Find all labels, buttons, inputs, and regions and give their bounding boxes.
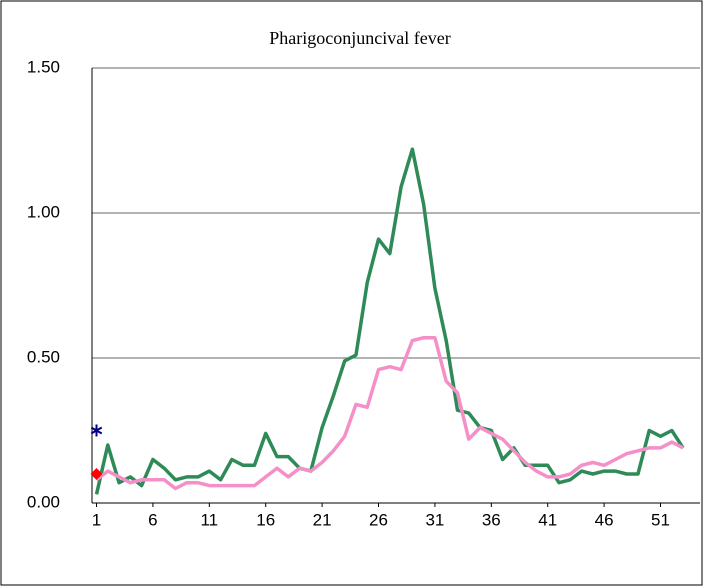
y-tick-label: 0.50 (27, 347, 60, 366)
diamond-marker (90, 468, 103, 480)
x-tick-label: 31 (425, 510, 444, 529)
chart-title: Pharigoconjuncival fever (269, 28, 450, 48)
x-tick-label: 6 (148, 510, 157, 529)
series-line (95, 335, 684, 491)
y-tick-label: 0.00 (27, 492, 60, 511)
x-tick-label: 11 (200, 510, 218, 529)
x-tick-label: 36 (482, 510, 501, 529)
star-marker (90, 424, 103, 437)
x-tick-label: 21 (313, 510, 332, 529)
x-tick-label: 26 (369, 510, 388, 529)
x-tick-label: 1 (92, 510, 101, 529)
series-line (94, 147, 685, 495)
y-tick-label: 1.50 (27, 57, 60, 76)
x-tick-label: 16 (256, 510, 275, 529)
x-tick-label: 41 (538, 510, 557, 529)
x-tick-label: 46 (595, 510, 614, 529)
y-tick-label: 1.00 (27, 202, 60, 221)
x-tick-label: 51 (651, 510, 670, 529)
